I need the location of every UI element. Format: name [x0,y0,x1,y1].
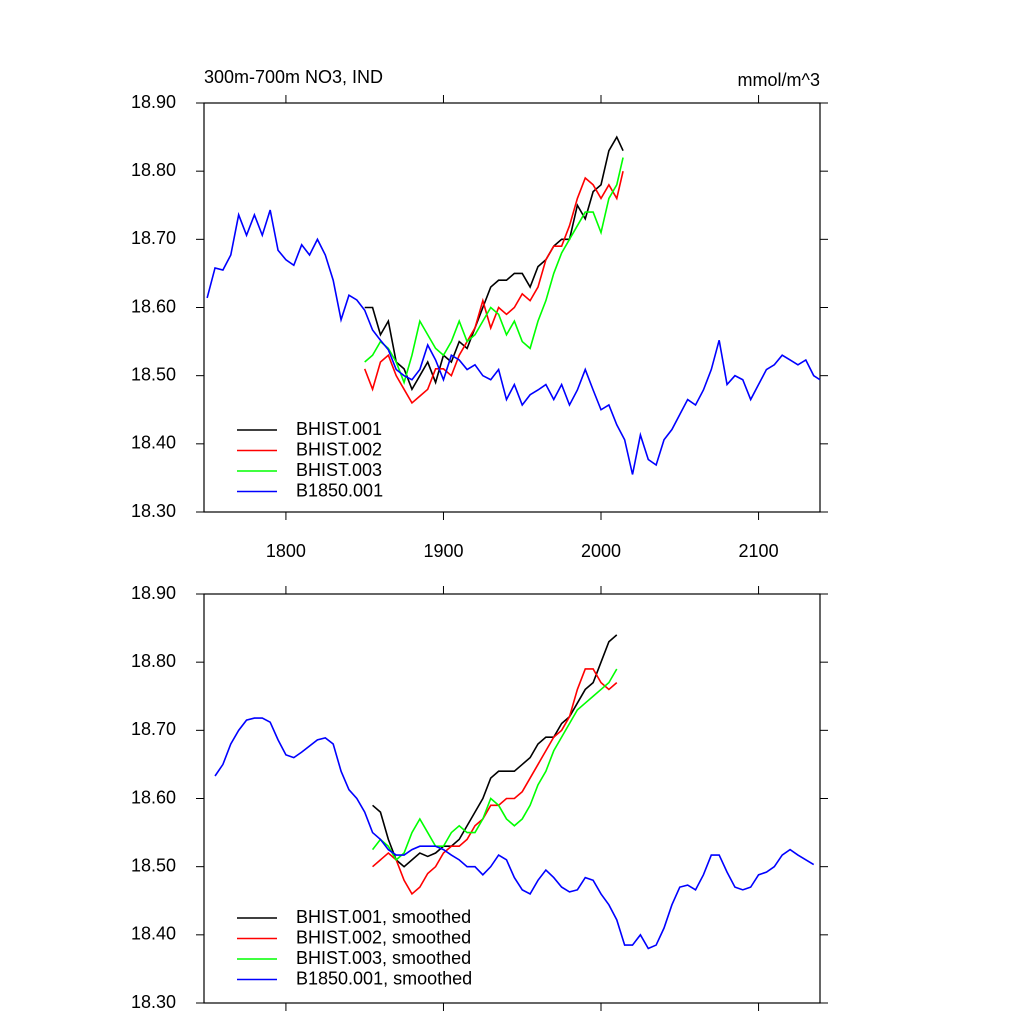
y-tick-label: 18.90 [131,583,176,603]
y-tick-label: 18.30 [131,992,176,1012]
x-tick-label: 2000 [581,541,621,561]
y-tick-label: 18.30 [131,501,176,521]
y-tick-label: 18.90 [131,92,176,112]
y-tick-label: 18.80 [131,160,176,180]
y-tick-label: 18.60 [131,296,176,316]
series-line [372,634,618,868]
y-tick-label: 18.60 [131,787,176,807]
series-line [371,668,618,862]
legend-label: BHIST.003, smoothed [296,948,471,968]
series-line [364,135,624,392]
x-tick-label: 1800 [266,541,306,561]
y-tick-label: 18.40 [131,433,176,453]
y-tick-label: 18.70 [131,719,176,739]
legend-label: BHIST.002 [296,439,382,459]
unit-label: mmol/m^3 [738,70,820,90]
y-tick-label: 18.80 [131,651,176,671]
legend-label: B1850.001 [296,480,383,500]
legend-label: BHIST.001 [296,419,382,439]
x-tick-label: 2100 [739,541,779,561]
legend-label: BHIST.001, smoothed [296,907,471,927]
series-line [364,157,624,385]
legend-label: BHIST.003 [296,460,382,480]
x-tick-label: 1900 [423,541,463,561]
series-line [214,717,815,950]
series-line [363,170,624,405]
legend-label: BHIST.002, smoothed [296,927,471,947]
y-tick-label: 18.40 [131,924,176,944]
y-tick-label: 18.50 [131,855,176,875]
series-line [372,668,618,896]
y-tick-label: 18.50 [131,364,176,384]
series-line [206,209,821,475]
chart-title: 300m-700m NO3, IND [204,67,383,87]
legend-label: B1850.001, smoothed [296,968,472,988]
y-tick-label: 18.70 [131,228,176,248]
